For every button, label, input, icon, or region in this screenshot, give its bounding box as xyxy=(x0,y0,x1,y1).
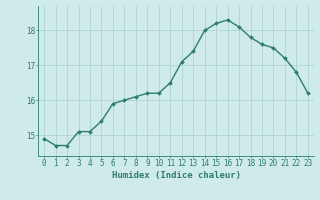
X-axis label: Humidex (Indice chaleur): Humidex (Indice chaleur) xyxy=(111,171,241,180)
